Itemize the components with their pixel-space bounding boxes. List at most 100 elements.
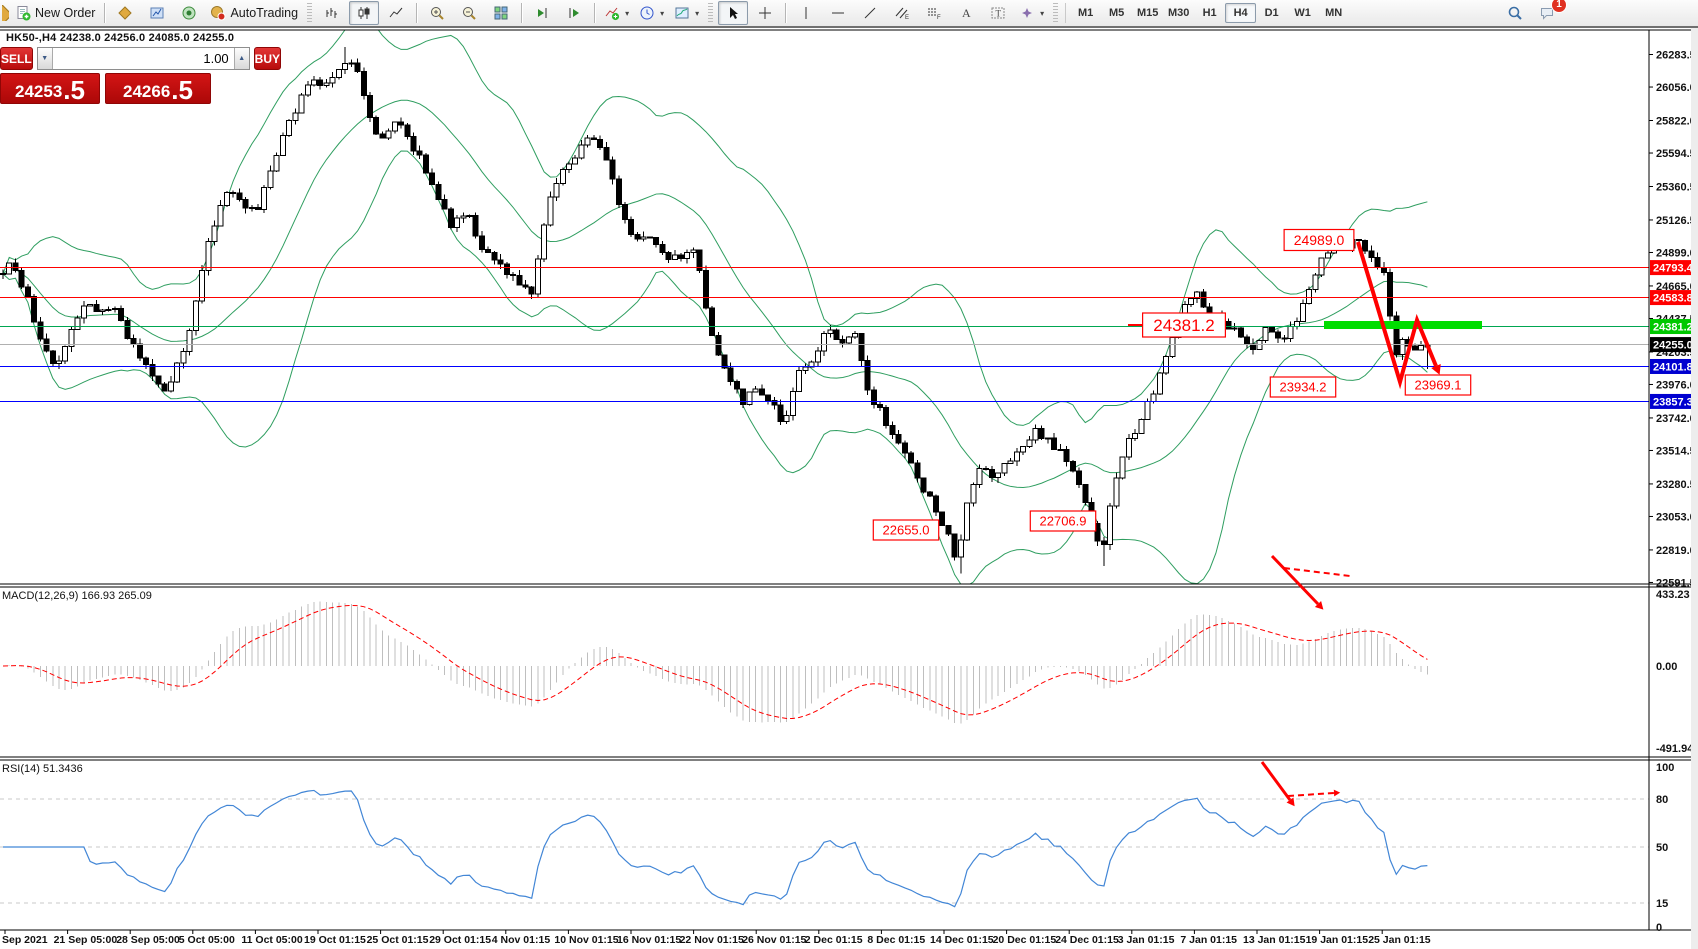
vertical-line-button[interactable] xyxy=(791,1,821,25)
equidistant-channel-button[interactable]: E xyxy=(887,1,917,25)
timeframe-w1-button[interactable]: W1 xyxy=(1294,7,1311,19)
buy-price-box[interactable]: 24266.5 xyxy=(105,73,211,104)
timeframe-h1-button[interactable]: H1 xyxy=(1202,7,1217,19)
svg-text:T: T xyxy=(996,9,1002,19)
annotation-arrow[interactable] xyxy=(1270,554,1320,606)
auto-scroll-icon xyxy=(538,8,547,18)
support-zone-bar[interactable] xyxy=(1324,321,1482,329)
dropdown-caret[interactable]: ▾ xyxy=(625,8,630,18)
profiles-icon xyxy=(118,6,133,20)
horizontal-line-button[interactable] xyxy=(823,1,853,25)
bar-chart-button[interactable] xyxy=(317,1,347,25)
dropdown-caret[interactable]: ▾ xyxy=(1040,8,1045,18)
dropdown-caret[interactable]: ▾ xyxy=(695,8,700,18)
timeframe-m1-button[interactable]: M1 xyxy=(1078,7,1094,19)
cursor-button[interactable] xyxy=(718,1,749,25)
scrollbar-strip[interactable] xyxy=(1691,28,1698,949)
text-label-button[interactable]: T xyxy=(983,1,1013,25)
date-label: 5 Oct 05:00 xyxy=(179,934,235,946)
metaeditor-button[interactable] xyxy=(142,1,172,25)
rsi-axis-label: 80 xyxy=(1656,794,1668,806)
text-button[interactable]: A xyxy=(951,1,981,25)
candlestick-chart-button[interactable] xyxy=(349,1,380,25)
volume-increase-button[interactable]: ▲ xyxy=(233,48,249,69)
autotrading-icon xyxy=(211,6,226,21)
volume-decrease-button[interactable]: ▼ xyxy=(37,48,53,69)
auto-scroll-button[interactable] xyxy=(527,1,557,25)
timeframe-d1-button[interactable]: D1 xyxy=(1264,7,1279,19)
timeframe-mn-button[interactable]: MN xyxy=(1325,7,1343,19)
macd-label: MACD(12,26,9) 166.93 265.09 xyxy=(2,590,152,602)
buy-button[interactable]: BUY xyxy=(253,47,282,70)
date-label: 13 Jan 01:15 xyxy=(1243,934,1306,946)
fibonacci-button[interactable]: F xyxy=(919,1,949,25)
macd-signal-line xyxy=(2,604,1428,719)
price-marker-label: 23857.3 xyxy=(1653,396,1693,408)
horizontal-line-icon xyxy=(832,12,845,14)
notifications-button[interactable]: 1 xyxy=(1532,0,1567,25)
price-annotation-text: 24381.2 xyxy=(1153,316,1214,335)
timeframe-group: M1 M5 M15 M30 H1 H4 D1 W1 MN xyxy=(1065,3,1349,23)
date-label: 26 Nov 01:15 xyxy=(742,934,806,946)
line-chart-button[interactable] xyxy=(381,1,411,25)
zoom-out-button[interactable] xyxy=(454,1,484,25)
sell-button[interactable]: SELL xyxy=(0,47,33,70)
search-button[interactable] xyxy=(1500,1,1530,25)
macd-histogram xyxy=(8,601,1428,724)
chart-annotations[interactable]: 24989.0 24381.2 23934.2 23969.1 22655.0 22706… xyxy=(872,228,1482,807)
date-label: 24 Dec 01:15 xyxy=(1055,934,1119,946)
annotation-arrow[interactable] xyxy=(1356,241,1438,390)
price-marker-label: 24381.2 xyxy=(1653,322,1693,334)
crosshair-button[interactable] xyxy=(750,1,780,25)
templates-button[interactable]: ▾ xyxy=(670,1,703,25)
macd-panel[interactable] xyxy=(2,601,1428,724)
autotrading-button[interactable]: AutoTrading xyxy=(206,1,302,25)
price-annotation-box[interactable] xyxy=(1404,374,1472,396)
periods-button[interactable]: ▾ xyxy=(635,1,668,25)
rsi-line xyxy=(3,789,1428,908)
timeframe-m30-button[interactable]: M30 xyxy=(1167,7,1190,19)
price-annotation-box[interactable] xyxy=(1283,228,1355,252)
sell-price-box[interactable]: 24253.5 xyxy=(0,73,100,104)
price-marker-label: 24255.0 xyxy=(1653,340,1693,352)
price-annotation-box[interactable] xyxy=(1142,312,1226,338)
main-plot[interactable] xyxy=(0,17,1649,586)
trendline-icon xyxy=(864,7,876,19)
price-tick-label: 22591.5 xyxy=(1656,577,1696,589)
annotation-arrow[interactable] xyxy=(1283,567,1351,577)
toolbar-separator xyxy=(521,3,523,23)
volume-input[interactable] xyxy=(52,48,234,69)
annotation-arrow[interactable] xyxy=(1260,761,1292,801)
annotation-arrow[interactable] xyxy=(1287,792,1335,797)
timeframe-m15-button[interactable]: M15 xyxy=(1136,7,1159,19)
trendline-button[interactable] xyxy=(855,1,885,25)
rsi-panel[interactable] xyxy=(0,789,1649,908)
chart-shift-button[interactable] xyxy=(559,1,589,25)
price-marker-box xyxy=(1650,358,1696,374)
rsi-axis-label: 0 xyxy=(1656,922,1662,934)
timeframe-m5-button[interactable]: M5 xyxy=(1109,7,1125,19)
price-annotation-box[interactable] xyxy=(872,519,940,541)
svg-text:A: A xyxy=(962,6,971,20)
toolbar-drag-handle[interactable] xyxy=(307,3,313,23)
chart-shift-icon xyxy=(569,8,580,18)
indicators-button[interactable]: ▾ xyxy=(600,1,633,25)
zoom-in-icon xyxy=(431,7,444,20)
price-annotation-box[interactable] xyxy=(1269,376,1337,398)
zoom-in-button[interactable] xyxy=(422,1,452,25)
crosshair-icon xyxy=(759,7,772,19)
new-order-button[interactable]: New Order xyxy=(11,1,99,25)
toolbar-drag-handle[interactable] xyxy=(1053,3,1059,23)
dropdown-caret[interactable]: ▾ xyxy=(660,8,665,18)
toolbar-drag-handle[interactable] xyxy=(708,3,714,23)
notification-badge[interactable]: 1 xyxy=(1551,0,1567,13)
signals-button[interactable] xyxy=(174,1,204,25)
price-marker-box xyxy=(1650,337,1696,353)
timeframe-h4-button[interactable]: H4 xyxy=(1225,3,1257,23)
tile-windows-button[interactable] xyxy=(486,1,516,25)
profiles-button[interactable] xyxy=(110,1,140,25)
price-annotation-box[interactable] xyxy=(1029,510,1097,532)
price-annotation-text: 24989.0 xyxy=(1294,232,1345,248)
arrows-shapes-button[interactable]: ▾ xyxy=(1015,1,1048,25)
